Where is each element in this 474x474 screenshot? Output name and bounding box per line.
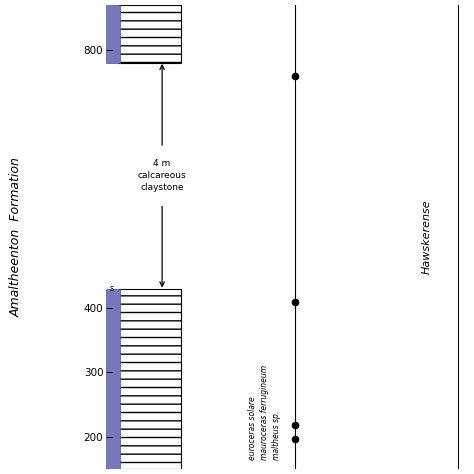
Bar — [118, 289, 181, 469]
Text: maltheus sp.: maltheus sp. — [272, 410, 281, 460]
Text: Hawskerense: Hawskerense — [422, 200, 432, 274]
Text: euroceras solare: euroceras solare — [248, 396, 257, 460]
Bar — [107, 5, 120, 63]
Text: 4 m
calcareous
claystone: 4 m calcareous claystone — [138, 159, 186, 192]
Text: Amaltheenton  Formation: Amaltheenton Formation — [10, 157, 23, 317]
Bar — [118, 5, 181, 63]
Bar — [107, 289, 120, 469]
Text: mauroceras ferrugineum: mauroceras ferrugineum — [260, 365, 269, 460]
Text: s: s — [110, 284, 114, 293]
